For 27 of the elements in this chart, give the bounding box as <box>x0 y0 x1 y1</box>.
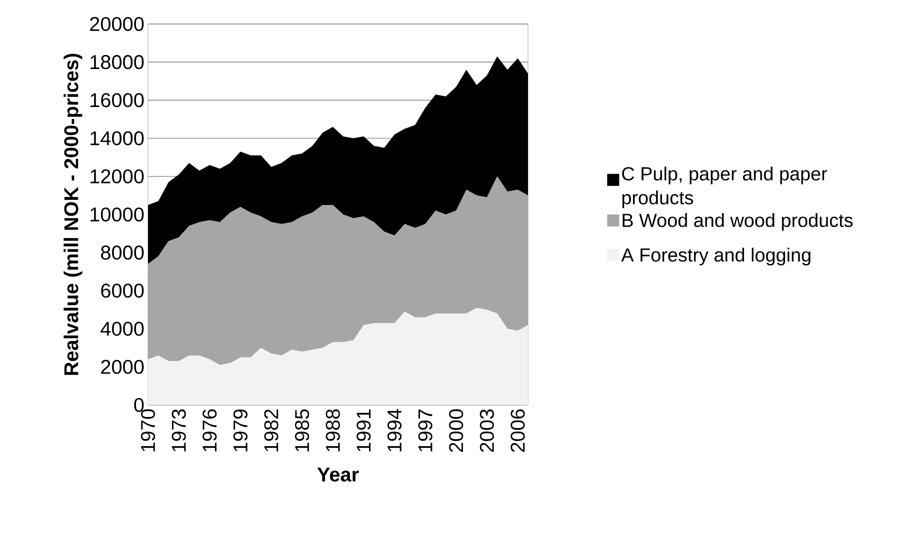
x-tick-label: 1988 <box>326 409 340 452</box>
x-tick-label: 2003 <box>480 409 494 452</box>
x-tick-label: 1973 <box>172 409 186 452</box>
y-tick-label: 18000 <box>90 55 144 70</box>
x-tick-label: 1982 <box>264 410 278 452</box>
legend-label: A Forestry and logging <box>621 248 810 266</box>
y-tick-label: 20000 <box>90 16 144 32</box>
y-tick-label: 6000 <box>101 284 144 298</box>
x-tick-label: 1994 <box>387 409 402 452</box>
x-tick-label: 2006 <box>510 409 525 452</box>
x-tick-label: 1985 <box>295 409 310 452</box>
x-tick-label: 1979 <box>233 409 248 452</box>
x-tick-label: 1976 <box>202 409 217 452</box>
y-tick-label: 10000 <box>90 207 144 222</box>
y-tick-label: 12000 <box>90 169 144 184</box>
x-tick-label: 1997 <box>418 410 432 452</box>
x-tick-label: 2000 <box>449 409 464 452</box>
y-tick-label: 4000 <box>100 322 144 336</box>
legend-label: C Pulp, paper and paper products <box>622 166 828 208</box>
y-axis-title: Realvalue (mill NOK - 2000-prices) <box>64 54 82 375</box>
legend-label: B Wood and wood products <box>622 213 853 231</box>
y-tick-label: 2000 <box>101 360 144 374</box>
y-tick-label: 16000 <box>90 93 144 108</box>
x-axis-title: Year <box>317 468 359 482</box>
x-tick-label: 1991 <box>356 409 371 452</box>
y-tick-label: 14000 <box>90 131 144 146</box>
y-tick-label: 8000 <box>101 246 144 260</box>
